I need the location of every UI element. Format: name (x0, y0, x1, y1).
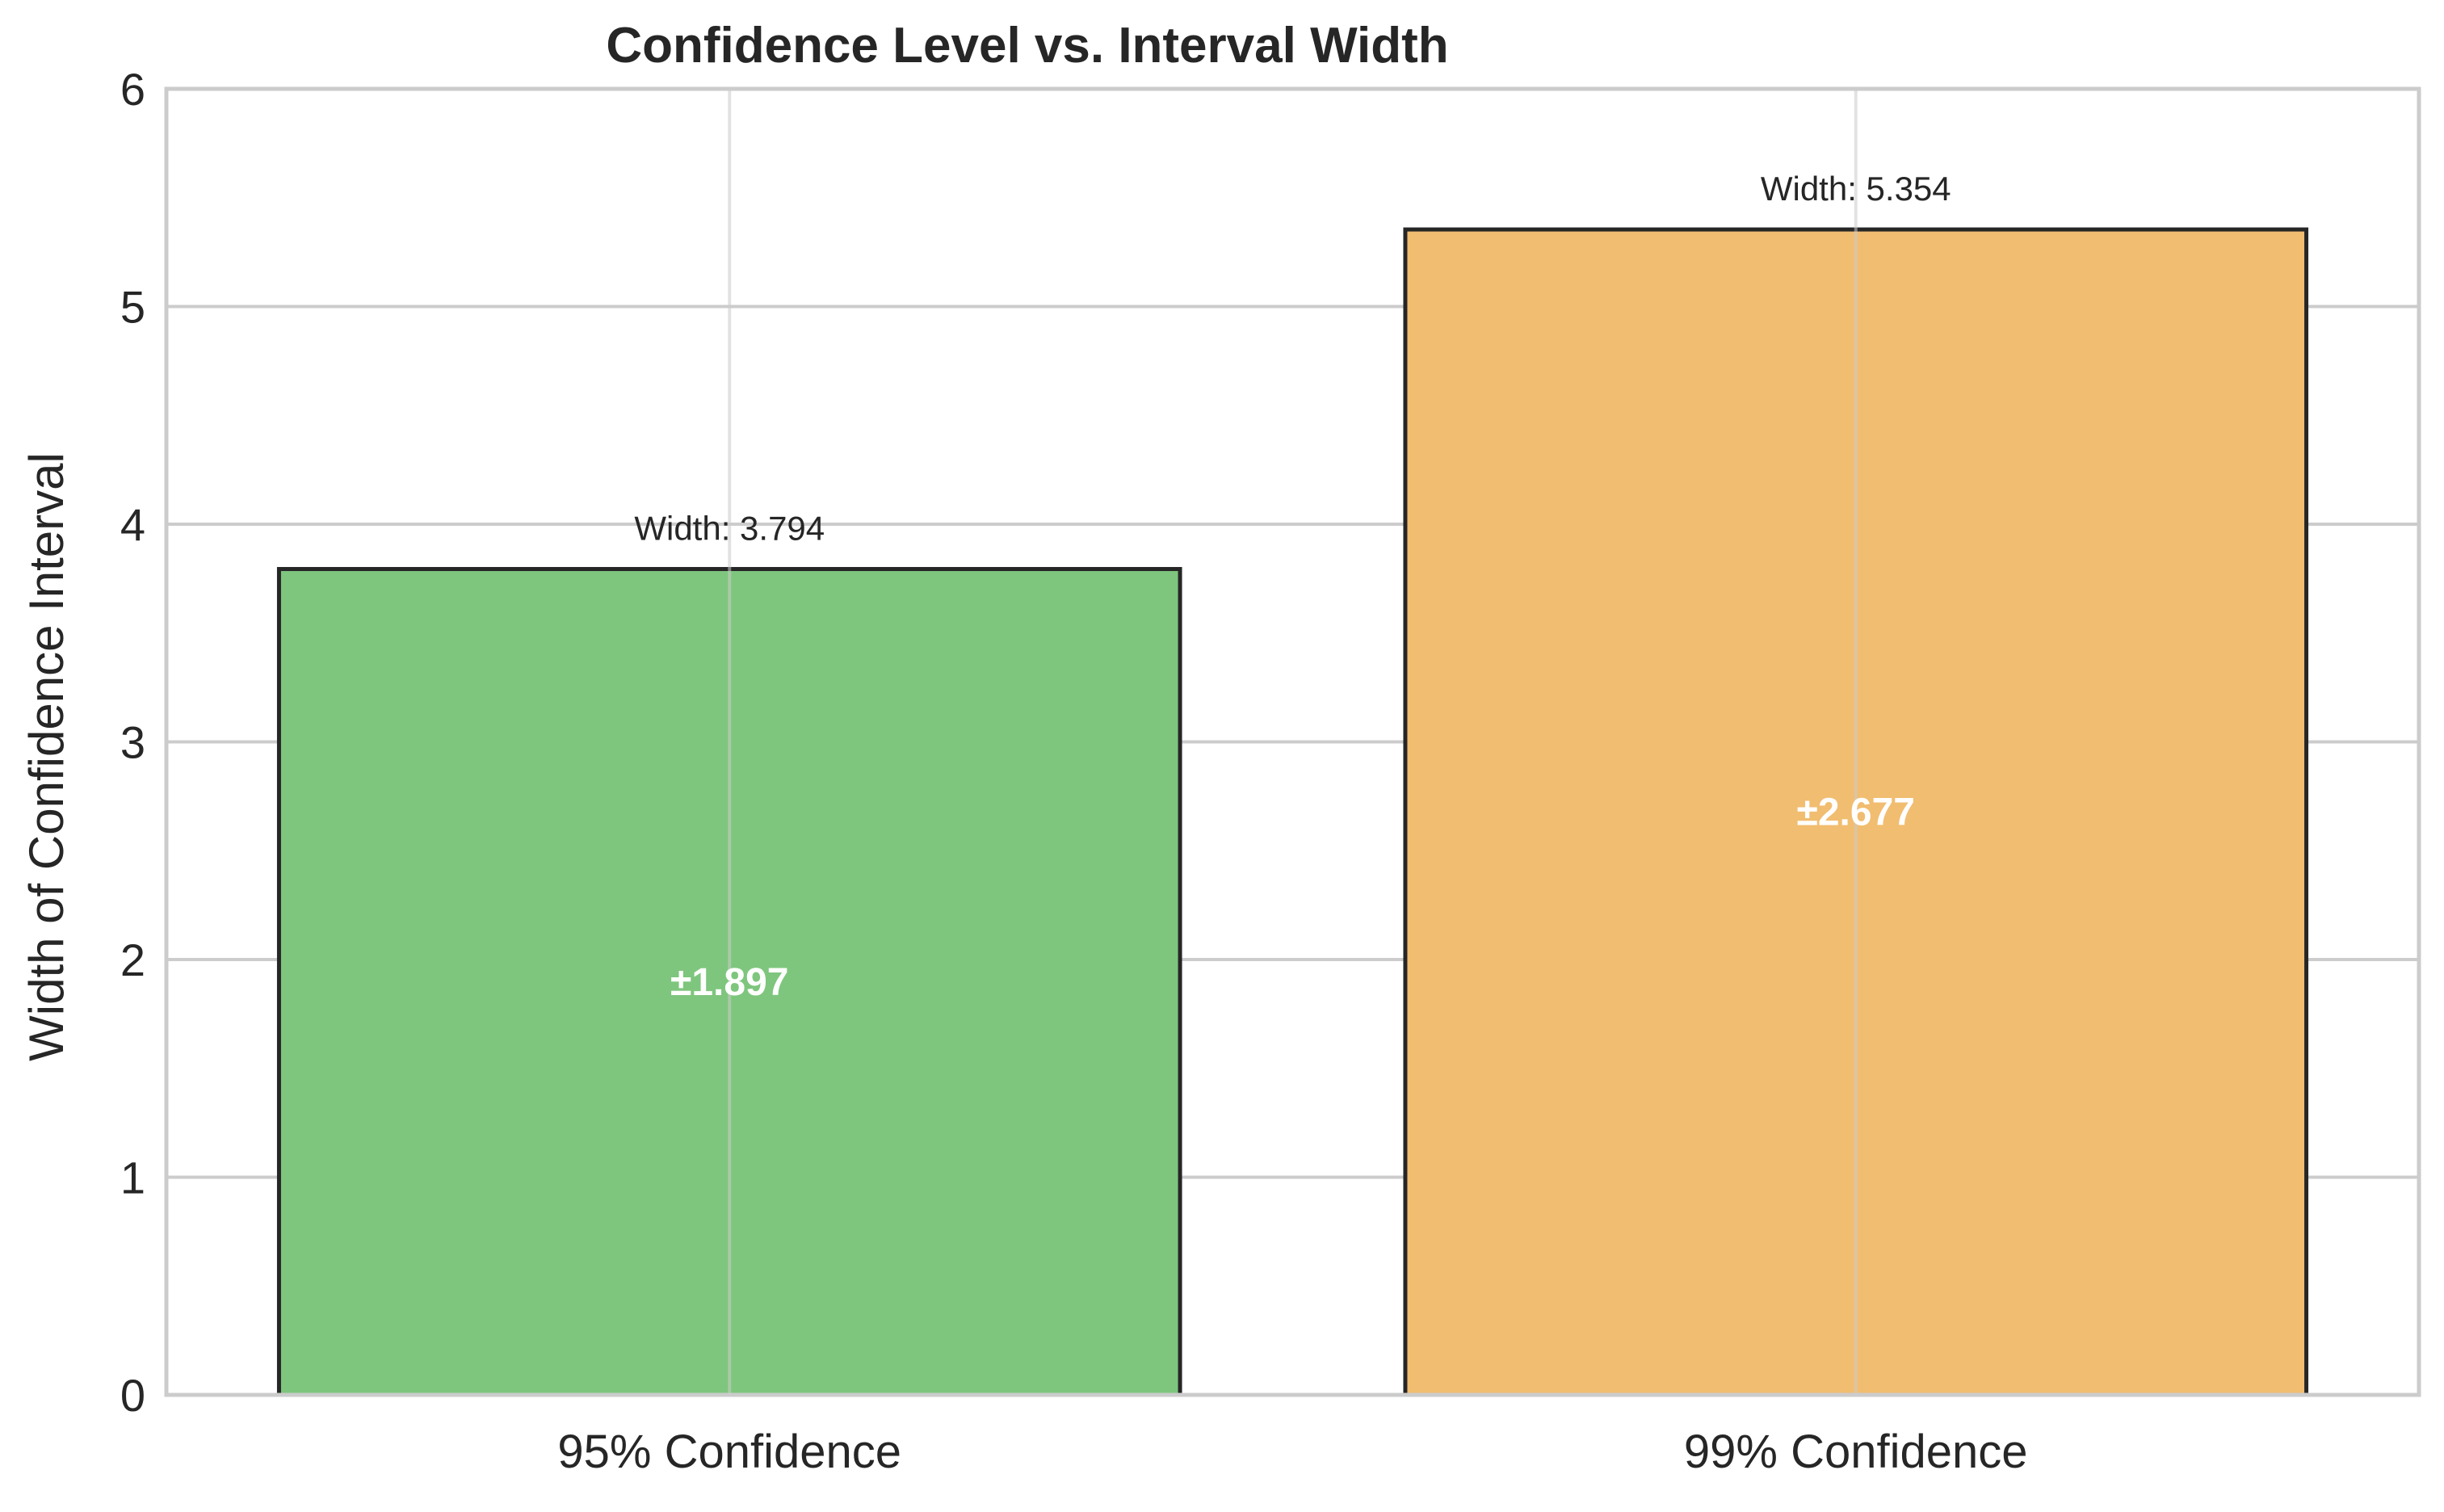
bar-value-label: Width: 3.794 (634, 510, 825, 548)
y-ticks: 0 1 2 3 4 5 6 (120, 64, 145, 1421)
bar-labels: Width: 3.794 ±1.897 Width: 5.354 ±2.677 (634, 170, 1951, 1004)
x-tick-label: 99% Confidence (1684, 1426, 2028, 1478)
x-tick-label: 95% Confidence (557, 1426, 901, 1478)
y-tick-label: 2 (120, 934, 145, 985)
bar-inner-label: ±1.897 (670, 961, 788, 1004)
axes-spines (164, 86, 2421, 1397)
y-tick-label: 0 (120, 1370, 145, 1421)
y-tick-label: 5 (120, 282, 145, 333)
chart-title: Confidence Level vs. Interval Width (606, 18, 1448, 74)
y-tick-label: 1 (120, 1153, 145, 1203)
axes-frame (164, 86, 2421, 1397)
bars (276, 89, 2309, 1397)
bar-inner-label: ±2.677 (1797, 792, 1915, 834)
bar-value-label: Width: 5.354 (1761, 170, 1951, 208)
y-tick-label: 3 (120, 717, 145, 768)
y-tick-label: 4 (120, 499, 145, 550)
x-ticks: 95% Confidence 99% Confidence (557, 1426, 2027, 1478)
y-axis-label: Width of Confidence Interval (19, 452, 73, 1061)
y-tick-label: 6 (120, 64, 145, 115)
